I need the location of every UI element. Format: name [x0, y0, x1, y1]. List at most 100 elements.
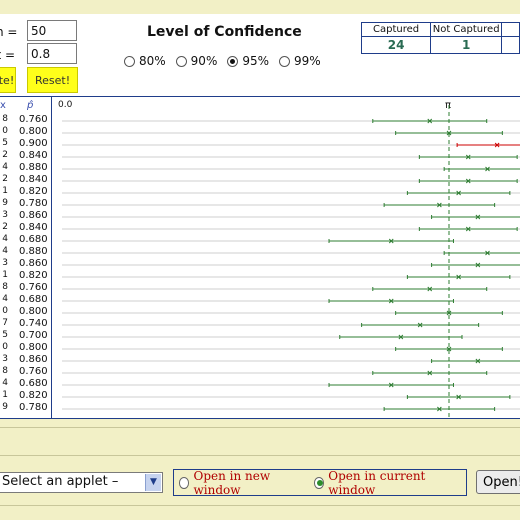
results-top-border	[0, 96, 520, 97]
p-hat-marker	[465, 154, 471, 160]
row-p-hat-value: 0.820	[19, 270, 48, 281]
column-header-p-hat: p̂	[27, 100, 34, 111]
results-table	[0, 96, 520, 418]
radio-icon[interactable]	[179, 476, 190, 489]
row-x-value: 3	[2, 258, 8, 268]
pi-label: π =	[0, 48, 16, 62]
radio-icon[interactable]	[175, 55, 187, 67]
row-p-hat-value: 0.860	[19, 354, 48, 365]
p-hat-marker	[437, 202, 442, 208]
confidence-option-95[interactable]: 95%	[227, 54, 269, 68]
confidence-title: Level of Confidence	[147, 24, 302, 40]
row-p-hat-value: 0.840	[19, 222, 48, 233]
applet-select-value: Select an applet –	[2, 474, 119, 489]
p-hat-marker	[446, 130, 452, 136]
window-options: Open in new window Open in current windo…	[173, 468, 467, 497]
confidence-options: 80% 90% 95% 99%	[124, 54, 331, 68]
p-hat-marker	[446, 310, 452, 316]
simulate-button[interactable]: ate!	[0, 67, 16, 93]
confidence-option-80[interactable]: 80%	[124, 54, 166, 68]
chevron-down-icon[interactable]: ▼	[145, 474, 161, 491]
row-x-value: 1	[2, 390, 8, 400]
row-x-value: 4	[2, 378, 8, 388]
summary-extra-header	[501, 22, 520, 37]
row-p-hat-value: 0.840	[19, 174, 48, 185]
pi-input[interactable]	[27, 43, 77, 64]
p-hat-marker	[456, 394, 461, 400]
row-x-value: 2	[2, 174, 8, 184]
axis-label-pi: π	[445, 100, 452, 111]
confidence-option-label: 80%	[139, 54, 166, 68]
open-button[interactable]: Open!	[476, 470, 520, 494]
row-x-value: 0	[2, 342, 8, 352]
row-p-hat-value: 0.840	[19, 150, 48, 161]
row-p-hat-value: 0.900	[19, 138, 48, 149]
row-x-value: 5	[2, 330, 8, 340]
top-strip	[0, 0, 520, 14]
open-new-window-option[interactable]: Open in new window	[179, 469, 302, 497]
row-x-value: 2	[2, 150, 8, 160]
column-header-x: x	[0, 100, 6, 111]
p-hat-marker	[465, 226, 471, 232]
open-current-window-option[interactable]: Open in current window	[313, 468, 454, 497]
row-x-value: 4	[2, 246, 8, 256]
row-p-hat-value: 0.800	[19, 306, 48, 317]
confidence-option-90[interactable]: 90%	[175, 54, 218, 68]
not-captured-value: 1	[430, 36, 503, 54]
p-hat-marker	[485, 250, 490, 256]
row-p-hat-value: 0.760	[19, 282, 48, 293]
p-hat-marker	[446, 346, 452, 352]
row-x-value: 4	[2, 162, 8, 172]
radio-icon[interactable]	[124, 55, 135, 67]
confidence-option-label: 90%	[190, 54, 218, 68]
radio-icon[interactable]	[279, 55, 291, 67]
applet-select[interactable]: Select an applet – ▼	[0, 472, 163, 493]
p-hat-marker	[475, 214, 481, 220]
radio-icon[interactable]	[313, 476, 325, 489]
confidence-option-99[interactable]: 99%	[279, 54, 321, 68]
row-x-value: 1	[2, 270, 8, 280]
p-hat-marker	[494, 142, 500, 148]
row-x-value: 1	[2, 186, 8, 196]
results-bottom-border	[0, 418, 520, 419]
not-captured-header: Not Captured	[430, 22, 503, 37]
n-input[interactable]	[27, 20, 77, 41]
p-hat-marker	[388, 238, 394, 244]
row-x-value: 4	[2, 234, 8, 244]
row-p-hat-value: 0.680	[19, 294, 48, 305]
reset-button[interactable]: Reset!	[27, 67, 79, 93]
row-p-hat-value: 0.760	[19, 114, 48, 125]
row-p-hat-value: 0.780	[19, 198, 48, 209]
radio-icon[interactable]	[227, 55, 239, 67]
summary-table: Captured Not Captured 24 1	[360, 22, 520, 54]
row-x-value: 9	[2, 198, 8, 208]
row-p-hat-value: 0.820	[19, 186, 48, 197]
p-hat-marker	[398, 334, 404, 340]
p-hat-marker	[475, 262, 481, 268]
row-x-value: 8	[2, 282, 8, 292]
confidence-option-label: 99%	[294, 54, 321, 68]
row-p-hat-value: 0.780	[19, 402, 48, 413]
row-p-hat-value: 0.880	[19, 162, 48, 173]
row-x-value: 0	[2, 306, 8, 316]
p-hat-marker	[465, 178, 471, 184]
row-x-value: 8	[2, 114, 8, 124]
p-hat-marker	[437, 406, 442, 412]
row-p-hat-value: 0.800	[19, 126, 48, 137]
open-current-window-label: Open in current window	[328, 468, 426, 497]
captured-value: 24	[360, 36, 432, 54]
row-x-value: 7	[2, 318, 8, 328]
row-x-value: 3	[2, 210, 8, 220]
row-p-hat-value: 0.880	[19, 246, 48, 257]
row-x-value: 3	[2, 354, 8, 364]
p-hat-marker	[388, 298, 394, 304]
summary-extra-value	[501, 36, 520, 54]
footer-divider	[0, 427, 520, 428]
p-hat-marker	[456, 274, 461, 280]
footer-divider	[0, 505, 520, 506]
p-hat-marker	[427, 118, 433, 124]
row-p-hat-value: 0.800	[19, 342, 48, 353]
p-hat-marker	[427, 370, 433, 376]
row-x-value: 4	[2, 294, 8, 304]
footer-divider	[0, 455, 520, 456]
